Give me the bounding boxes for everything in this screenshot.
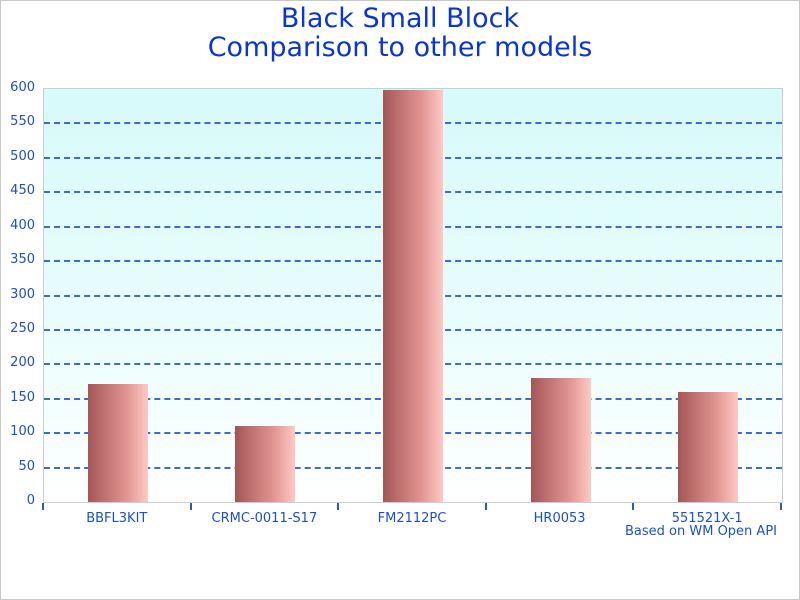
x-axis-tick-5 bbox=[780, 503, 782, 510]
y-axis-label-150: 150 bbox=[10, 389, 35, 405]
y-axis-label-500: 500 bbox=[10, 148, 35, 164]
x-axis-label-CRMC-0011-S17: CRMC-0011-S17 bbox=[211, 511, 318, 526]
y-axis-label-50: 50 bbox=[18, 458, 35, 474]
y-axis-label-400: 400 bbox=[10, 217, 35, 233]
x-axis-label-FM2112PC: FM2112PC bbox=[377, 511, 447, 526]
footer-note: Based on WM Open API bbox=[625, 524, 777, 539]
y-axis-label-300: 300 bbox=[10, 286, 35, 302]
y-axis-label-0: 0 bbox=[26, 493, 35, 508]
x-axis-label-551521X-1: 551521X-1 bbox=[671, 511, 743, 526]
x-axis-label-HR0053: HR0053 bbox=[533, 511, 586, 526]
x-axis-tick-1 bbox=[189, 503, 192, 510]
y-axis-label-600: 600 bbox=[10, 80, 35, 95]
bar-FM2112PC bbox=[383, 90, 443, 502]
chart-title-line1: Black Small Block bbox=[280, 3, 520, 34]
x-axis-tick-4 bbox=[632, 503, 635, 510]
plot-area bbox=[43, 88, 783, 503]
bar-CRMC-0011-S17 bbox=[235, 426, 296, 502]
x-axis-tick-2 bbox=[337, 503, 340, 510]
bar-551521X-1 bbox=[678, 391, 739, 502]
bar-BBFL3KIT bbox=[87, 383, 148, 502]
chart-title: Black Small Block Comparison to other mo… bbox=[1, 4, 799, 62]
x-axis-tick-0 bbox=[42, 503, 44, 510]
y-axis-label-450: 450 bbox=[10, 183, 35, 199]
x-axis-label-BBFL3KIT: BBFL3KIT bbox=[86, 511, 148, 526]
bar-HR0053 bbox=[530, 378, 591, 502]
y-axis-label-200: 200 bbox=[10, 355, 35, 371]
y-axis-label-250: 250 bbox=[10, 320, 35, 336]
y-axis-label-550: 550 bbox=[10, 114, 35, 130]
y-axis-label-100: 100 bbox=[10, 424, 35, 440]
y-axis-label-350: 350 bbox=[10, 252, 35, 268]
x-axis-tick-3 bbox=[484, 503, 487, 510]
chart-title-line2: Comparison to other models bbox=[207, 32, 593, 63]
